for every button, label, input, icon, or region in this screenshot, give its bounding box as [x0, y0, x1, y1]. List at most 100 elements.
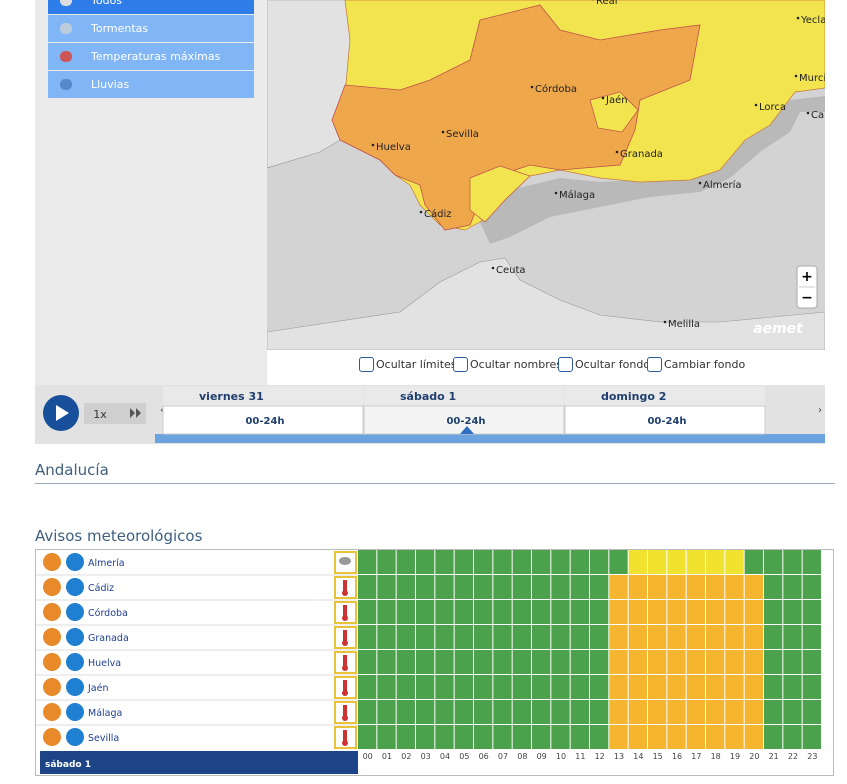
hour-cell: [551, 650, 570, 674]
hour-cell: [648, 650, 667, 674]
hour-cell: [396, 625, 415, 649]
hour-label: 08: [517, 752, 527, 761]
hour-cell: [512, 575, 531, 599]
rss-icon[interactable]: [66, 578, 84, 596]
checkbox[interactable]: [453, 357, 468, 372]
hour-cell: [725, 675, 744, 699]
hour-cell: [764, 675, 783, 699]
next-arrow[interactable]: ›: [818, 405, 822, 416]
speed-control[interactable]: [84, 403, 146, 424]
hour-cell: [416, 675, 435, 699]
hour-cell: [706, 700, 725, 724]
hour-label: 16: [672, 752, 682, 761]
rss-icon[interactable]: [43, 553, 61, 571]
hour-cell: [532, 675, 551, 699]
hour-label: 19: [730, 752, 740, 761]
city-dot: [491, 266, 495, 270]
rss-icon[interactable]: [43, 728, 61, 746]
hour-cell: [377, 575, 396, 599]
rss-icon[interactable]: [66, 653, 84, 671]
range-label: 00-24h: [647, 416, 686, 427]
city-dot: [615, 150, 619, 154]
logo: aemet: [753, 321, 804, 337]
hour-cell: [377, 600, 396, 624]
hour-cell: [454, 550, 473, 574]
option[interactable]: Ocultar nombres: [453, 357, 562, 372]
hour-cell: [744, 600, 763, 624]
rss-icon[interactable]: [66, 728, 84, 746]
rss-icon[interactable]: [66, 703, 84, 721]
hour-cell: [725, 725, 744, 749]
hour-cell: [706, 625, 725, 649]
hour-label: 02: [401, 752, 411, 761]
hour-cell: [570, 550, 589, 574]
option[interactable]: Ocultar fondo: [558, 357, 650, 372]
rss-icon[interactable]: [43, 703, 61, 721]
hour-cell: [590, 575, 609, 599]
rss-icon[interactable]: [43, 653, 61, 671]
menu-item[interactable]: Lluvias: [48, 71, 254, 98]
fast-icon: [136, 408, 141, 418]
thermo-bulb: [342, 715, 348, 721]
hour-cell: [474, 625, 493, 649]
hour-cell: [358, 700, 377, 724]
hour-cell: [628, 675, 647, 699]
rss-icon[interactable]: [43, 603, 61, 621]
hour-cell: [396, 725, 415, 749]
hour-cell: [532, 575, 551, 599]
rss-icon[interactable]: [66, 628, 84, 646]
hour-cell: [628, 725, 647, 749]
day-cell[interactable]: [162, 405, 364, 435]
menu-item[interactable]: Tormentas: [48, 15, 254, 42]
hour-cell: [609, 600, 628, 624]
hour-label: 12: [595, 752, 605, 761]
day-cell[interactable]: [363, 405, 565, 435]
rss-icon[interactable]: [66, 678, 84, 696]
hour-cell: [648, 600, 667, 624]
rss-icon[interactable]: [43, 578, 61, 596]
hour-cell: [454, 675, 473, 699]
orange-zone: [331, 4, 701, 231]
zoom-in[interactable]: +: [801, 269, 813, 285]
zoom-out[interactable]: −: [801, 290, 813, 306]
day-header: [163, 386, 363, 406]
checkbox[interactable]: [359, 357, 374, 372]
hour-cell: [570, 575, 589, 599]
hour-cell: [358, 625, 377, 649]
rss-icon[interactable]: [66, 603, 84, 621]
hour-cell: [532, 650, 551, 674]
prev-arrow[interactable]: ‹: [160, 405, 164, 416]
hour-cell: [474, 650, 493, 674]
hour-cell: [648, 550, 667, 574]
rss-icon[interactable]: [43, 628, 61, 646]
hour-cell: [396, 700, 415, 724]
hour-cell: [358, 550, 377, 574]
rss-icon[interactable]: [43, 678, 61, 696]
city-dot: [663, 320, 667, 324]
timeline-bar: [155, 434, 825, 443]
city-dot: [419, 210, 423, 214]
checkbox[interactable]: [558, 357, 573, 372]
hour-label: 13: [614, 752, 624, 761]
menu-item[interactable]: Temperaturas máximas: [48, 43, 254, 70]
rss-icon[interactable]: [66, 553, 84, 571]
hour-cell: [474, 725, 493, 749]
checkbox[interactable]: [647, 357, 662, 372]
play-icon: [56, 405, 69, 421]
hour-cell: [570, 675, 589, 699]
hour-cell: [377, 650, 396, 674]
menu-item[interactable]: Todos: [48, 0, 254, 14]
option[interactable]: Cambiar fondo: [647, 357, 745, 372]
day-cell[interactable]: [564, 405, 766, 435]
city-dot: [441, 130, 445, 134]
hour-cell: [493, 650, 512, 674]
hour-cell: [512, 550, 531, 574]
warnings-table: Almería Cádiz Córdoba Granada Huelva Jaén Mála…: [35, 549, 834, 776]
hour-cell: [590, 700, 609, 724]
day-label: sábado 1: [400, 390, 456, 403]
option[interactable]: Ocultar límites: [359, 357, 457, 372]
hour-cell: [609, 650, 628, 674]
province-name: Huelva: [88, 658, 121, 669]
city-dot: [796, 16, 800, 20]
hour-cell: [493, 550, 512, 574]
